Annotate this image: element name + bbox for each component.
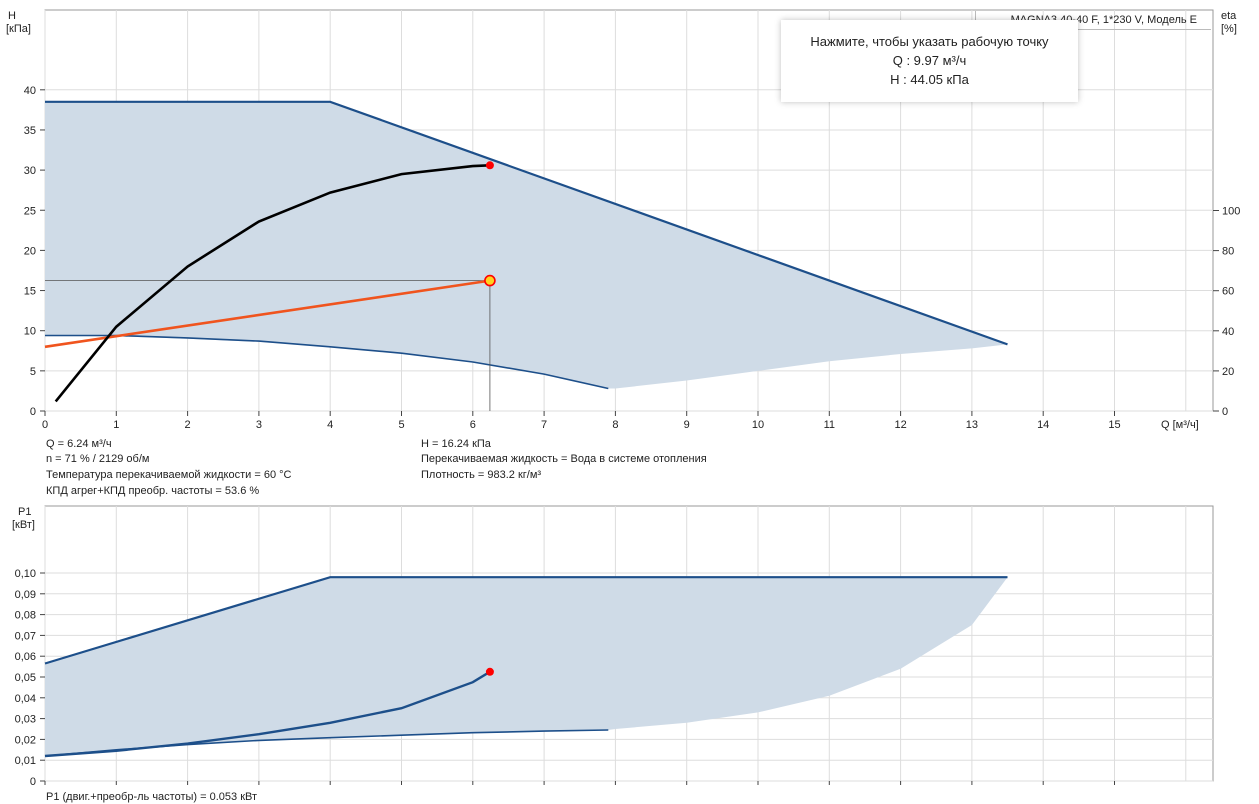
power-y-tick-label: 0,03 xyxy=(15,714,36,726)
head-x-tick-label: 13 xyxy=(966,419,978,431)
power-axes: 0 0,01 0,02 0,03 0,04 0,05 0,06 0,07 0,08 0,09 0,1… xyxy=(15,568,1115,788)
power-chart[interactable]: 0 0,01 0,02 0,03 0,04 0,05 0,06 0,07 0,08 0,09 0,1… xyxy=(12,505,1214,803)
power-envelope xyxy=(45,577,1008,756)
power-y-tick-label: 0,02 xyxy=(15,734,36,746)
power-y-tick-label: 0,09 xyxy=(15,589,36,601)
head-curves xyxy=(44,100,1008,411)
tooltip-instruction: Нажмите, чтобы указать рабочую точку xyxy=(810,34,1049,49)
head-x-tick-label: 9 xyxy=(684,419,690,431)
info-temp: Температура перекачиваемой жидкости = 60… xyxy=(46,469,292,481)
head-max-curve xyxy=(45,100,1008,346)
power-y-tick-label: 0 xyxy=(30,776,36,788)
power-y-tick-label: 0,01 xyxy=(15,755,36,767)
head-y-tick-label: 25 xyxy=(24,205,36,217)
tooltip-q: Q : 9.97 м³/ч xyxy=(892,53,967,68)
power-y-tick-label: 0,04 xyxy=(15,693,36,705)
flow-axis-label: Q [м³/ч] xyxy=(1161,419,1199,431)
head-envelope xyxy=(45,101,1008,389)
info-q: Q = 6.24 м³/ч xyxy=(46,438,112,450)
efficiency-curve xyxy=(54,164,490,403)
head-x-tick-label: 2 xyxy=(185,419,191,431)
info-eff: КПД агрег+КПД преобр. частоты = 53.6 % xyxy=(46,485,259,497)
info-h: H = 16.24 кПа xyxy=(421,438,492,450)
eta-y-tick-label: 0 xyxy=(1222,406,1228,418)
eta-y-tick-label: 100 xyxy=(1222,206,1240,218)
head-x-tick-label: 8 xyxy=(612,419,618,431)
head-x-tick-label: 5 xyxy=(398,419,404,431)
eta-y-tick-label: 80 xyxy=(1222,246,1234,258)
head-min-curve xyxy=(45,334,609,390)
info-n: n = 71 % / 2129 об/м xyxy=(46,453,149,465)
power-axis-label: P1 xyxy=(18,506,31,518)
head-y-tick-label: 40 xyxy=(24,85,36,97)
duty-info: Q = 6.24 м³/ч n = 71 % / 2129 об/м Темпе… xyxy=(46,438,707,497)
head-x-tick-label: 4 xyxy=(327,419,333,431)
head-x-tick-label: 1 xyxy=(113,419,119,431)
eta-y-tick-label: 60 xyxy=(1222,286,1234,298)
info-liquid: Перекачиваемая жидкость = Вода в системе… xyxy=(421,453,707,465)
head-x-tick-label: 10 xyxy=(752,419,764,431)
head-axis-unit: [кПа] xyxy=(6,23,31,35)
head-x-tick-label: 11 xyxy=(824,419,835,431)
power-envelope-area xyxy=(45,577,1008,756)
power-y-tick-label: 0,08 xyxy=(15,610,36,622)
system-curve xyxy=(44,279,491,349)
power-y-tick-label: 0,07 xyxy=(15,630,36,642)
info-p1: P1 (двиг.+преобр-ль частоты) = 0.053 кВт xyxy=(46,791,257,803)
head-x-tick-label: 6 xyxy=(470,419,476,431)
head-y-tick-label: 35 xyxy=(24,125,36,137)
power-y-tick-label: 0,05 xyxy=(15,672,36,684)
head-x-tick-label: 15 xyxy=(1108,419,1120,431)
power-duty-curve xyxy=(44,670,491,758)
power-y-tick-label: 0,06 xyxy=(15,651,36,663)
duty-point-tooltip: Нажмите, чтобы указать рабочую точку Q :… xyxy=(781,20,1078,102)
head-envelope-area xyxy=(45,101,1008,389)
eta-axis-unit: [%] xyxy=(1221,23,1237,35)
eta-y-tick-label: 20 xyxy=(1222,366,1234,378)
info-density: Плотность = 983.2 кг/м³ xyxy=(421,469,541,481)
head-y-tick-label: 0 xyxy=(30,406,36,418)
head-y-tick-label: 15 xyxy=(24,286,36,298)
head-x-tick-label: 3 xyxy=(256,419,262,431)
head-axis-label: H xyxy=(8,10,16,22)
tooltip-h: H : 44.05 кПа xyxy=(890,72,969,87)
head-y-tick-label: 10 xyxy=(24,326,36,338)
power-curves xyxy=(44,576,1008,758)
power-max-curve xyxy=(44,576,1008,665)
power-axis-unit: [кВт] xyxy=(12,519,35,531)
head-y-tick-label: 20 xyxy=(24,245,36,257)
eta-axis-label: eta xyxy=(1221,10,1237,22)
eta-y-tick-label: 40 xyxy=(1222,326,1234,338)
duty-point-marker xyxy=(484,274,496,287)
head-y-tick-label: 5 xyxy=(30,366,36,378)
head-x-tick-label: 0 xyxy=(42,419,48,431)
head-x-tick-label: 14 xyxy=(1037,419,1049,431)
head-x-tick-label: 7 xyxy=(541,419,547,431)
power-y-tick-label: 0,10 xyxy=(15,568,36,580)
head-x-tick-label: 12 xyxy=(894,419,906,431)
power-duty-point-marker xyxy=(485,667,494,676)
head-y-tick-label: 30 xyxy=(24,165,36,177)
eta-point-marker xyxy=(485,161,494,170)
